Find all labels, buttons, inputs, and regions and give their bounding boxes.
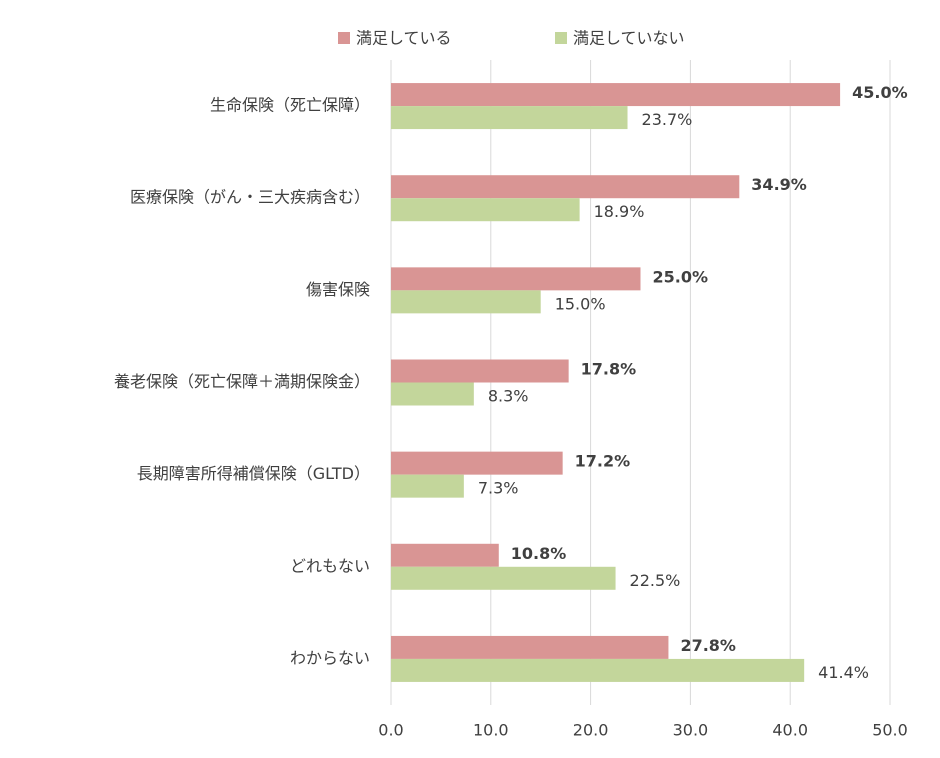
x-tick-label: 0.0 — [378, 721, 403, 740]
data-label: 22.5% — [630, 571, 681, 590]
data-label: 7.3% — [478, 479, 519, 498]
data-label: 27.8% — [680, 636, 736, 655]
y-tick-label: どれもない — [290, 556, 370, 575]
data-label: 10.8% — [511, 544, 567, 563]
data-label: 45.0% — [852, 83, 908, 102]
y-tick-label: 傷害保険 — [306, 280, 370, 299]
bar — [391, 658, 805, 682]
legend-swatch — [555, 32, 567, 44]
y-tick-label: 長期障害所得補償保険（GLTD） — [137, 464, 370, 483]
bar — [391, 474, 464, 498]
data-label: 17.8% — [581, 360, 637, 379]
bar — [391, 198, 580, 222]
x-tick-label: 40.0 — [772, 721, 808, 740]
y-tick-label: 養老保険（死亡保障＋満期保険金） — [114, 372, 370, 391]
bar — [391, 451, 563, 475]
data-label: 18.9% — [594, 202, 645, 221]
data-label: 8.3% — [488, 387, 529, 406]
data-label: 41.4% — [818, 663, 869, 682]
bar — [391, 543, 499, 567]
legend-swatch — [338, 32, 350, 44]
bar — [391, 175, 740, 199]
legend-label: 満足していない — [573, 29, 685, 48]
y-tick-label: わからない — [290, 648, 370, 667]
bar — [391, 635, 669, 659]
x-tick-label: 30.0 — [673, 721, 709, 740]
x-tick-label: 50.0 — [872, 721, 908, 740]
bar — [391, 359, 569, 383]
data-label: 17.2% — [575, 452, 631, 471]
data-label: 23.7% — [642, 110, 693, 129]
bar — [391, 267, 641, 291]
y-tick-label: 生命保険（死亡保障） — [210, 96, 370, 115]
x-tick-label: 20.0 — [573, 721, 609, 740]
legend-label: 満足している — [356, 29, 452, 48]
data-label: 25.0% — [653, 267, 709, 286]
x-tick-label: 10.0 — [473, 721, 509, 740]
bar — [391, 106, 628, 130]
y-tick-label: 医療保険（がん・三大疾病含む） — [130, 188, 370, 207]
bar — [391, 83, 841, 107]
bar — [391, 382, 474, 406]
bar — [391, 290, 541, 314]
data-label: 34.9% — [751, 175, 807, 194]
data-label: 15.0% — [555, 294, 606, 313]
bar — [391, 566, 616, 590]
